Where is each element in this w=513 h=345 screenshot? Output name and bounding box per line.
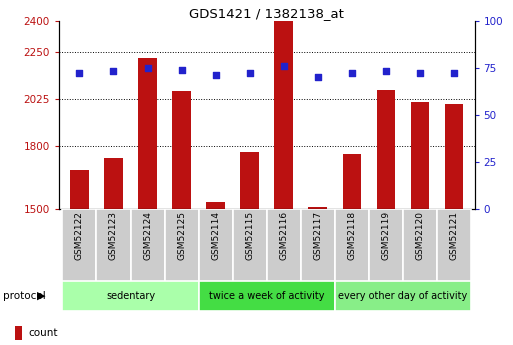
Text: GSM52120: GSM52120 (416, 211, 425, 260)
Text: GSM52121: GSM52121 (449, 211, 459, 260)
Bar (274, 0, 293, 209)
Text: GSM52115: GSM52115 (245, 211, 254, 260)
Bar (70, 170, 89, 209)
Bar (206, 203, 225, 209)
Text: every other day of activity: every other day of activity (339, 291, 468, 301)
Text: GSM52114: GSM52114 (211, 211, 220, 260)
Bar (172, 91, 191, 209)
Text: ▶: ▶ (37, 291, 46, 301)
Bar (199, 281, 335, 310)
Text: twice a week of activity: twice a week of activity (209, 291, 325, 301)
Text: sedentary: sedentary (106, 291, 155, 301)
Point (75, 71, 84, 76)
Bar (445, 104, 463, 209)
Point (177, 67, 186, 72)
Bar (335, 209, 369, 281)
Text: GSM52116: GSM52116 (279, 211, 288, 260)
Point (144, 65, 152, 70)
Bar (343, 155, 361, 209)
Point (280, 63, 288, 69)
Bar (63, 209, 96, 281)
Point (211, 72, 220, 78)
Text: GSM52125: GSM52125 (177, 211, 186, 260)
Bar (335, 281, 471, 310)
Text: GSM52122: GSM52122 (75, 211, 84, 260)
Bar (138, 58, 157, 209)
Text: count: count (28, 328, 58, 338)
Text: GSM52124: GSM52124 (143, 211, 152, 260)
Bar (233, 209, 267, 281)
Bar (369, 209, 403, 281)
Bar (130, 209, 165, 281)
Bar (199, 209, 233, 281)
Point (109, 69, 117, 74)
Text: GSM52117: GSM52117 (313, 211, 322, 260)
Point (416, 71, 424, 76)
Bar (301, 209, 335, 281)
Bar (241, 152, 259, 209)
Point (382, 69, 390, 74)
Bar (104, 158, 123, 209)
Point (314, 75, 322, 80)
Bar (411, 102, 429, 209)
Bar (308, 207, 327, 209)
Bar (165, 209, 199, 281)
Point (348, 71, 356, 76)
Bar (96, 209, 130, 281)
Bar (437, 209, 471, 281)
Point (246, 71, 254, 76)
Title: GDS1421 / 1382138_at: GDS1421 / 1382138_at (189, 7, 344, 20)
Bar (403, 209, 437, 281)
Text: GSM52118: GSM52118 (347, 211, 357, 260)
Bar (377, 90, 396, 209)
Text: GSM52123: GSM52123 (109, 211, 118, 260)
Point (450, 71, 458, 76)
Bar (267, 209, 301, 281)
Bar (63, 281, 199, 310)
Text: protocol: protocol (3, 291, 45, 301)
Text: GSM52119: GSM52119 (382, 211, 390, 260)
